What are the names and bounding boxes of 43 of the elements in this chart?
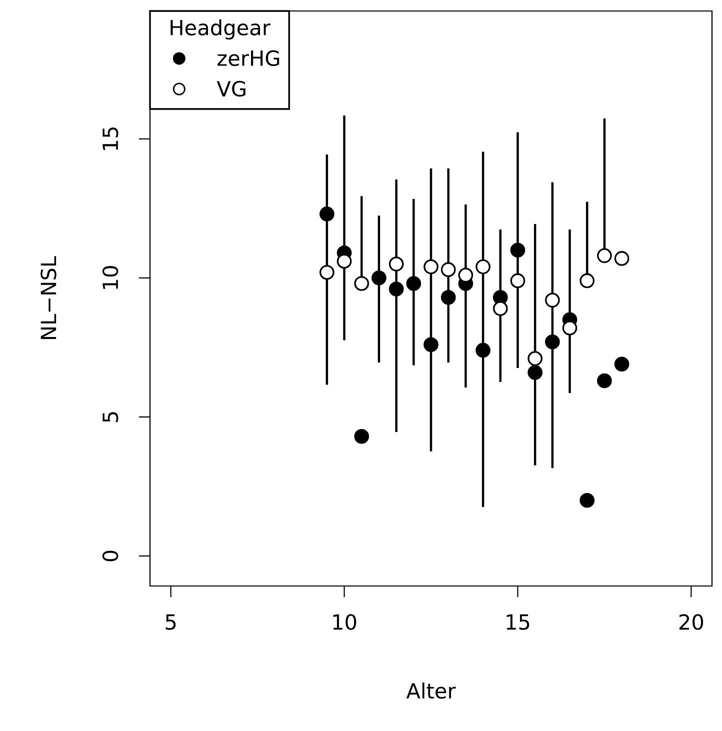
point bbox=[510, 242, 526, 258]
y-tick-label: 10 bbox=[102, 266, 118, 289]
point bbox=[440, 262, 456, 278]
point bbox=[614, 251, 630, 266]
x-tick-label: 10 bbox=[333, 614, 356, 630]
point bbox=[544, 334, 560, 350]
point bbox=[458, 268, 474, 283]
legend-title: Headgear bbox=[170, 19, 270, 40]
point bbox=[320, 206, 334, 222]
legend-label: VG bbox=[216, 80, 246, 97]
point bbox=[562, 320, 578, 336]
point bbox=[388, 282, 404, 296]
y-axis-title: NL−NSL bbox=[40, 256, 56, 339]
point bbox=[354, 276, 370, 291]
x-tick-label: 5 bbox=[166, 614, 176, 630]
point bbox=[614, 356, 630, 372]
point bbox=[597, 373, 612, 388]
point bbox=[424, 259, 438, 274]
point bbox=[388, 256, 404, 272]
point bbox=[597, 248, 612, 264]
point bbox=[510, 273, 526, 288]
point bbox=[580, 492, 595, 508]
point bbox=[544, 292, 560, 308]
point bbox=[528, 351, 542, 366]
y-tick-label: 5 bbox=[102, 412, 118, 422]
point bbox=[424, 337, 438, 352]
x-tick-label: 20 bbox=[679, 614, 704, 630]
x-axis-title: Alter bbox=[406, 682, 456, 699]
y-tick-label: 0 bbox=[102, 550, 118, 562]
point bbox=[372, 270, 386, 286]
point bbox=[476, 259, 490, 274]
point bbox=[580, 273, 595, 288]
point bbox=[476, 342, 490, 358]
point bbox=[492, 301, 508, 316]
y-tick-label: 15 bbox=[102, 127, 118, 150]
point bbox=[320, 264, 334, 280]
legend-label: zerHG bbox=[218, 50, 280, 66]
point bbox=[336, 254, 352, 269]
point bbox=[528, 365, 542, 380]
point bbox=[354, 428, 370, 444]
x-tick-label: 15 bbox=[506, 614, 530, 630]
point bbox=[440, 290, 456, 305]
point bbox=[406, 276, 422, 291]
